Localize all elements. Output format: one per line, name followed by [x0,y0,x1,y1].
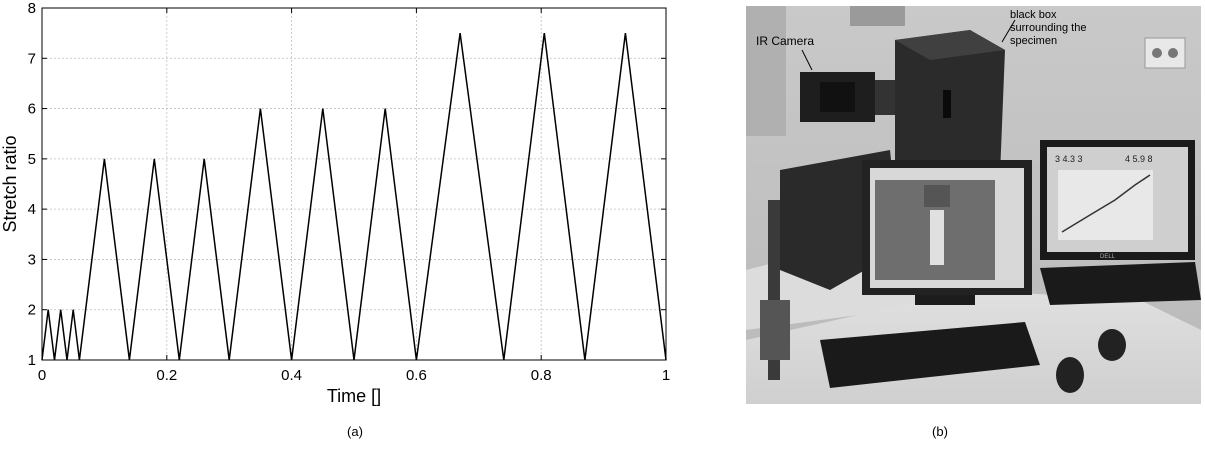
annotation-box-line3: specimen [1010,35,1057,47]
y-tick-label: 6 [28,101,36,118]
y-axis-label: Stretch ratio [0,135,20,232]
y-tick-label: 4 [28,201,36,218]
column-base [760,300,790,360]
y-tick-label: 8 [28,0,36,17]
mouse-left [1056,357,1084,393]
x-tick-label: 0 [38,367,46,384]
caption-b: (b) [932,424,948,439]
stretch-ratio-chart: 0 0.2 0.4 0.6 0.8 1 1 2 3 4 5 6 7 8 Time [] Stretch r… [0,0,671,439]
screen-grip [924,185,950,207]
caption-a: (a) [347,424,363,439]
x-tick-label: 0.6 [406,367,427,384]
annotation-box-line1: black box [1010,9,1057,21]
readout-left: 3 4.3 3 [1055,154,1083,164]
x-tick-label: 1 [662,367,670,384]
monitor-left-stand [915,295,975,305]
photo-illustration: 3 4.3 3 4 5.9 8 DELL IR Camera black box… [746,6,1201,404]
keyboard-right [1040,262,1201,305]
chart-svg: 0 0.2 0.4 0.6 0.8 1 1 2 3 4 5 6 7 8 Time [] Stretch r… [0,0,671,406]
annotation-camera-arrow [801,49,813,71]
y-tick-label: 7 [28,50,36,67]
black-box-slot [943,90,951,118]
x-tick-label: 0.2 [156,367,177,384]
wall-socket [1144,37,1186,69]
ir-camera-setup-photo: 3 4.3 3 4 5.9 8 DELL IR Camera black box… [740,0,1205,450]
readout-right: 4 5.9 8 [1125,154,1153,164]
x-tick-label: 0.8 [531,367,552,384]
annotation-box-arrow [1001,19,1016,43]
shelf [850,6,905,26]
socket-hole-1 [1152,48,1162,58]
black-box-top [895,30,1005,60]
tick-layer: 0 0.2 0.4 0.6 0.8 1 1 2 3 4 5 6 7 8 [28,0,671,384]
monitor-brand: DELL [1100,254,1116,260]
window-frame [746,6,786,136]
socket-hole-2 [1168,48,1178,58]
camera-side [875,80,895,115]
x-axis-label: Time [] [327,386,381,406]
y-tick-label: 5 [28,151,36,168]
keyboard-left [820,322,1040,388]
camera-lens-housing [820,82,855,112]
x-tick-label: 0.4 [281,367,302,384]
series-line-stretch [41,33,667,361]
screen-curve [1061,174,1151,233]
y-tick-label: 1 [28,352,36,369]
grid-layer [42,8,666,360]
y-tick-label: 2 [28,302,36,319]
screen-specimen [930,210,944,265]
annotation-camera: IR Camera [756,34,814,48]
y-tick-label: 3 [28,251,36,268]
annotation-box-line2: surrounding the [1010,22,1086,34]
mouse-right [1098,329,1126,361]
